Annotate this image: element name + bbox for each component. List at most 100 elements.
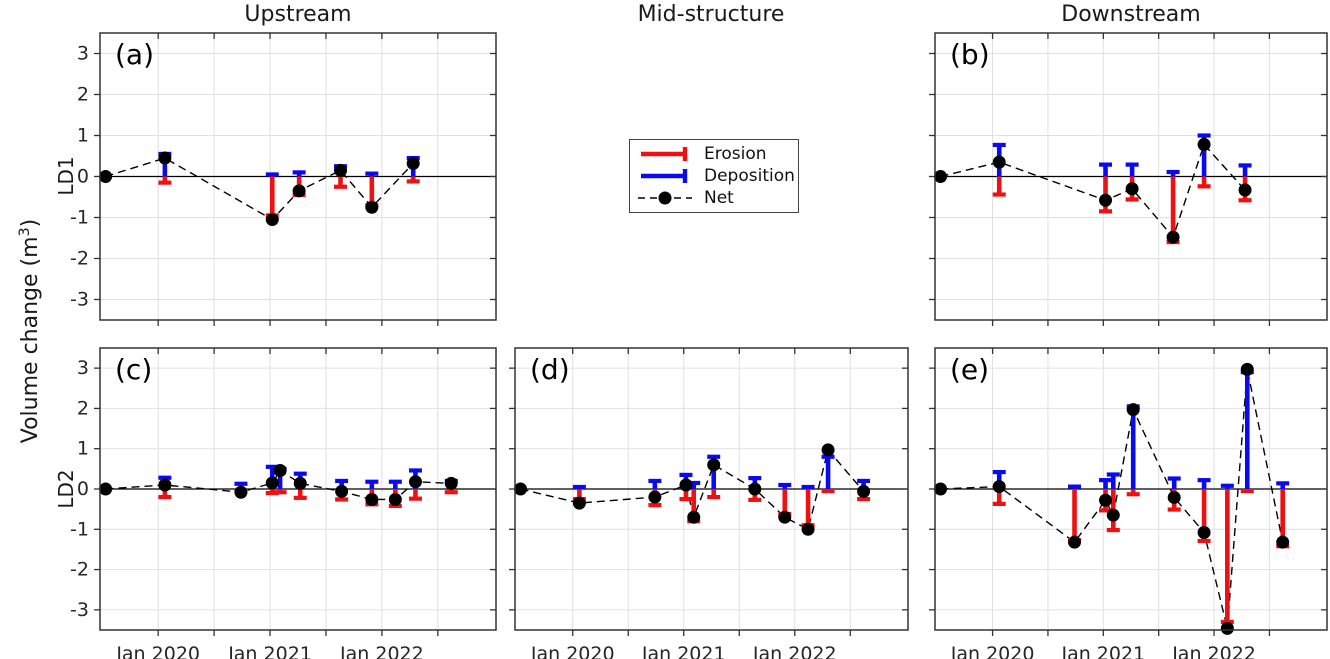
y-tick-label: 1 (77, 125, 89, 147)
net-line (105, 469, 452, 501)
panel-letter-d: (d) (530, 353, 570, 386)
net-marker (648, 490, 662, 504)
y-tick-label: -2 (70, 248, 89, 270)
net-marker (1167, 490, 1181, 504)
y-tick-label: 3 (77, 43, 89, 65)
x-tick-label: Jan 2022 (752, 643, 837, 659)
deposition-bar-icon (641, 169, 688, 183)
y-axis-label-text: Volume change (m (18, 236, 44, 444)
x-tick-label: Jan 2022 (339, 643, 424, 659)
y-tick-label: 2 (77, 84, 89, 106)
column-title-mid-structure: Mid-structure (637, 2, 785, 27)
net-marker (365, 200, 379, 214)
legend-item-net: Net (638, 188, 798, 209)
panel-letter-e: (e) (950, 353, 990, 386)
net-marker (335, 484, 349, 498)
legend-label-erosion: Erosion (704, 144, 767, 164)
net-marker (444, 476, 458, 490)
panel-letter-b: (b) (950, 38, 990, 71)
net-marker (1276, 535, 1290, 549)
net-marker (1197, 138, 1211, 152)
y-tick-label: 0 (77, 166, 89, 188)
net-marker (572, 496, 586, 510)
x-tick-label: Jan 2021 (227, 643, 312, 659)
net-marker (934, 170, 948, 183)
plot-panel-e: Jan 2020 Jan 2021 Jan 2022 (929, 347, 1328, 659)
y-tick-label: -1 (70, 518, 89, 540)
net-marker (857, 484, 871, 498)
x-tick-label: Jan 2020 (950, 643, 1035, 659)
legend-box: Erosion Deposition Net (629, 139, 799, 213)
net-marker (687, 510, 701, 524)
net-marker (934, 482, 948, 496)
net-marker (1240, 362, 1254, 376)
net-marker (1068, 535, 1082, 549)
net-marker (234, 485, 248, 499)
net-line (520, 448, 865, 531)
net-symbol-marker (658, 191, 672, 205)
y-tick-label: 1 (77, 438, 89, 460)
net-marker (1125, 182, 1139, 196)
net-marker (1166, 230, 1180, 244)
plot-panel-d: Jan 2020 Jan 2021 Jan 2022 (509, 347, 909, 659)
net-marker (99, 170, 113, 183)
net-marker (992, 155, 1006, 169)
x-tick-label: Jan 2021 (1060, 643, 1145, 659)
y-tick-label: -3 (70, 599, 89, 621)
y-tick-label: -2 (70, 559, 89, 581)
net-marker (265, 213, 279, 227)
y-axis-label-sup: 3 (16, 227, 33, 237)
net-marker (1126, 403, 1140, 417)
net-marker (1220, 621, 1234, 635)
net-marker (801, 522, 815, 536)
net-marker (388, 492, 402, 506)
net-marker (1238, 183, 1252, 197)
net-marker (292, 184, 306, 198)
net-line-marker-icon (638, 191, 692, 205)
legend-label-deposition: Deposition (704, 166, 795, 186)
panel-letter-a: (a) (115, 38, 155, 71)
net-marker (821, 443, 835, 457)
net-marker (748, 482, 762, 496)
y-tick-label: 0 (77, 478, 89, 500)
column-title-upstream: Upstream (244, 2, 352, 27)
y-axis-label: Volume change (m3) (17, 219, 43, 444)
net-marker (707, 458, 721, 472)
net-marker (158, 478, 172, 492)
y-tick-label: -3 (70, 289, 89, 311)
net-marker (1106, 508, 1120, 522)
legend-item-erosion: Erosion (638, 144, 798, 165)
plot-panel-c: Jan 2020 Jan 2021 Jan 2022 -3 -2 -1 0 1 2 3 (70, 347, 497, 659)
net-marker (273, 463, 287, 477)
erosion-bar-icon (641, 147, 688, 161)
net-marker (1099, 193, 1113, 207)
y-tick-label: 2 (77, 397, 89, 419)
net-marker (778, 510, 792, 524)
net-marker (679, 478, 693, 492)
legend-item-deposition: Deposition (638, 166, 798, 187)
net-marker (158, 151, 172, 165)
x-tick-label: Jan 2020 (530, 643, 615, 659)
x-tick-label: Jan 2020 (115, 643, 200, 659)
net-marker (293, 476, 307, 490)
net-marker (99, 482, 113, 496)
plot-panel-a: -3 -2 -1 0 1 2 3 (70, 32, 497, 326)
x-tick-label: Jan 2022 (1171, 643, 1256, 659)
legend-label-net: Net (704, 188, 734, 208)
net-marker (334, 163, 348, 177)
net-marker (265, 476, 279, 490)
net-marker (1197, 526, 1211, 540)
y-tick-label: 3 (77, 357, 89, 379)
net-marker (406, 156, 420, 170)
x-tick-label: Jan 2021 (641, 643, 726, 659)
net-marker (365, 492, 379, 506)
net-marker (514, 482, 528, 496)
net-marker (1099, 493, 1113, 507)
column-title-downstream: Downstream (1061, 2, 1201, 27)
panel-letter-c: (c) (115, 353, 153, 386)
net-marker (992, 480, 1006, 494)
plot-panel-b (929, 32, 1328, 326)
y-axis-label-suffix: ) (18, 218, 44, 228)
net-marker (408, 475, 422, 489)
